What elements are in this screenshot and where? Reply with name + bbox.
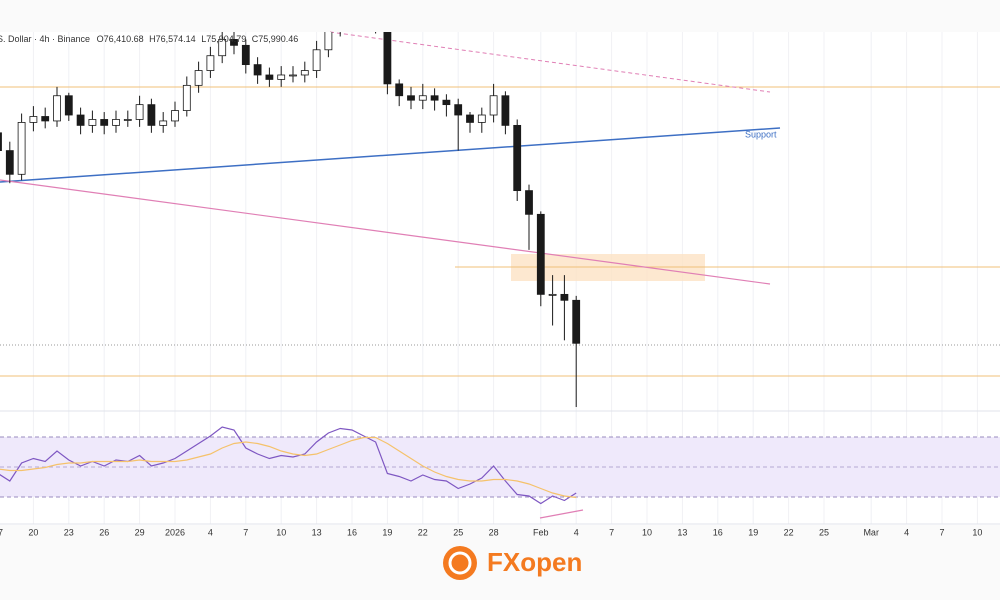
candles: [0, 32, 581, 408]
logo-icon: [443, 546, 477, 580]
x-tick-label: 28: [489, 527, 499, 537]
trend-line: [0, 179, 771, 285]
candle-body: [454, 104, 463, 116]
x-tick-label: 4: [574, 527, 579, 537]
candle-body: [466, 114, 474, 123]
candle-body: [395, 83, 404, 97]
candle-body: [0, 132, 2, 151]
candle-body: [289, 74, 297, 77]
ohlc: L75,904.79: [201, 34, 246, 44]
ohlc: H76,574.14: [149, 34, 196, 44]
candle-body: [76, 114, 85, 126]
logo: FXopen: [443, 546, 582, 580]
x-axis: 17 20 23 26 29 2026 4 7 10 13 16 19 22 25 28 Feb 4 7 10 13 1…: [0, 527, 982, 537]
x-tick-label: 4: [904, 527, 909, 537]
x-tick-label: Feb: [533, 527, 549, 537]
candle-body: [218, 39, 227, 57]
candle-body: [407, 95, 415, 101]
rsi: [0, 426, 577, 505]
candle-body: [442, 99, 451, 106]
x-tick-label: 13: [677, 527, 687, 537]
x-tick-label: 26: [99, 527, 109, 537]
x-tick-label: 19: [382, 527, 392, 537]
candle-body: [5, 150, 14, 175]
candle-body: [41, 116, 50, 122]
candle-body: [277, 74, 286, 80]
x-tick-label: 7: [939, 527, 944, 537]
candle-body: [29, 116, 38, 123]
candle-body: [100, 119, 109, 126]
candle-body: [312, 49, 321, 71]
x-tick-label: 7: [243, 527, 248, 537]
x-tick-label: 16: [347, 527, 357, 537]
candle-body: [194, 70, 203, 86]
candle-body: [548, 293, 557, 296]
rsi-ma-line: [0, 436, 577, 499]
x-tick-label: Mar: [863, 527, 879, 537]
candle-body: [513, 124, 522, 192]
candle-body: [418, 95, 427, 101]
logo-icon: [448, 551, 472, 575]
rsi-line: [0, 426, 577, 505]
candle-body: [123, 119, 132, 121]
x-tick-label: 10: [276, 527, 286, 537]
candle-body: [112, 119, 120, 126]
candle-body: [525, 190, 533, 215]
candle-body: [88, 119, 97, 126]
x-tick-label: 23: [64, 527, 74, 537]
x-tick-label: 2026: [165, 527, 185, 537]
x-tick-label: 25: [819, 527, 829, 537]
candle-body: [489, 95, 498, 116]
x-tick-label: 22: [418, 527, 428, 537]
candle-body: [17, 122, 26, 175]
candle-body: [572, 299, 581, 344]
divergence-line: [539, 509, 584, 519]
candle-body: [230, 39, 238, 46]
candle-body: [501, 95, 510, 126]
x-tick-label: 29: [135, 527, 145, 537]
candle-body: [147, 104, 156, 126]
x-tick-label: 25: [453, 527, 463, 537]
x-tick-label: 10: [972, 527, 982, 537]
x-tick-label: 20: [28, 527, 38, 537]
candle-body: [159, 120, 168, 126]
x-tick-label: 17: [0, 527, 3, 537]
x-tick-label: 16: [713, 527, 723, 537]
candle-body: [253, 64, 262, 76]
logo-text: FXopen: [487, 547, 582, 577]
candle-body: [135, 104, 144, 120]
x-tick-label: 4: [208, 527, 213, 537]
candle-body: [265, 74, 274, 80]
header: S. Dollar · 4h · Binance O76,410.68 H76,…: [0, 34, 298, 44]
x-tick-label: 10: [642, 527, 652, 537]
candle-body: [383, 32, 392, 85]
x-tick-label: 22: [784, 527, 794, 537]
candle-body: [300, 70, 309, 76]
candle-body: [477, 114, 486, 123]
candle-body: [206, 55, 215, 71]
x-tick-label: 7: [609, 527, 614, 537]
candle-body: [241, 44, 250, 66]
candle-body: [182, 84, 191, 111]
ohlc: O76,410.68: [97, 34, 144, 44]
symbol: S. Dollar · 4h · Binance: [0, 34, 90, 44]
annotation: Support: [745, 129, 777, 139]
candle-body: [64, 95, 73, 116]
candle-body: [53, 95, 61, 122]
x-tick-label: 13: [312, 527, 322, 537]
candle-body: [430, 95, 439, 101]
support-line: [0, 127, 781, 183]
x-tick-label: 19: [748, 527, 758, 537]
candle-body: [536, 213, 545, 295]
ohlc: C75,990.46: [252, 34, 299, 44]
candle-body: [171, 110, 179, 122]
candle-body: [560, 293, 569, 301]
candle-body: [324, 32, 333, 51]
